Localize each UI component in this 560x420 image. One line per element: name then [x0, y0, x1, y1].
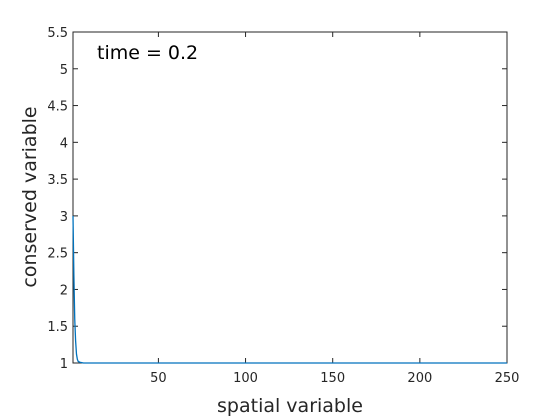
series-line: [72, 215, 507, 364]
y-tick-label: 4.5: [47, 100, 68, 115]
y-tick-label: 5.5: [47, 26, 68, 41]
y-axis-label: conserved variable: [19, 106, 41, 287]
x-tick-label: 150: [320, 371, 345, 386]
y-tick-label: 3: [60, 210, 68, 225]
y-tick-label: 1: [60, 357, 68, 372]
y-axis-ticks: 1 1.5 2 2.5 3 3.5 4 4.5 5 5.5: [47, 26, 507, 372]
x-tick-label: 250: [495, 371, 520, 386]
x-axis-label: spatial variable: [217, 395, 363, 417]
plot-area: [72, 31, 508, 364]
series-group: [72, 215, 507, 364]
y-tick-label: 2.5: [47, 247, 68, 262]
x-tick-label: 200: [407, 371, 432, 386]
y-tick-label: 1.5: [47, 320, 68, 335]
y-tick-label: 5: [60, 63, 68, 78]
y-tick-label: 4: [60, 136, 68, 151]
y-tick-label: 2: [60, 283, 68, 298]
y-tick-label: 3.5: [47, 173, 68, 188]
x-axis-ticks: 50 100 150 200 250: [150, 32, 519, 386]
x-tick-label: 100: [233, 371, 258, 386]
x-tick-label: 50: [150, 371, 167, 386]
time-annotation: time = 0.2: [97, 42, 198, 64]
